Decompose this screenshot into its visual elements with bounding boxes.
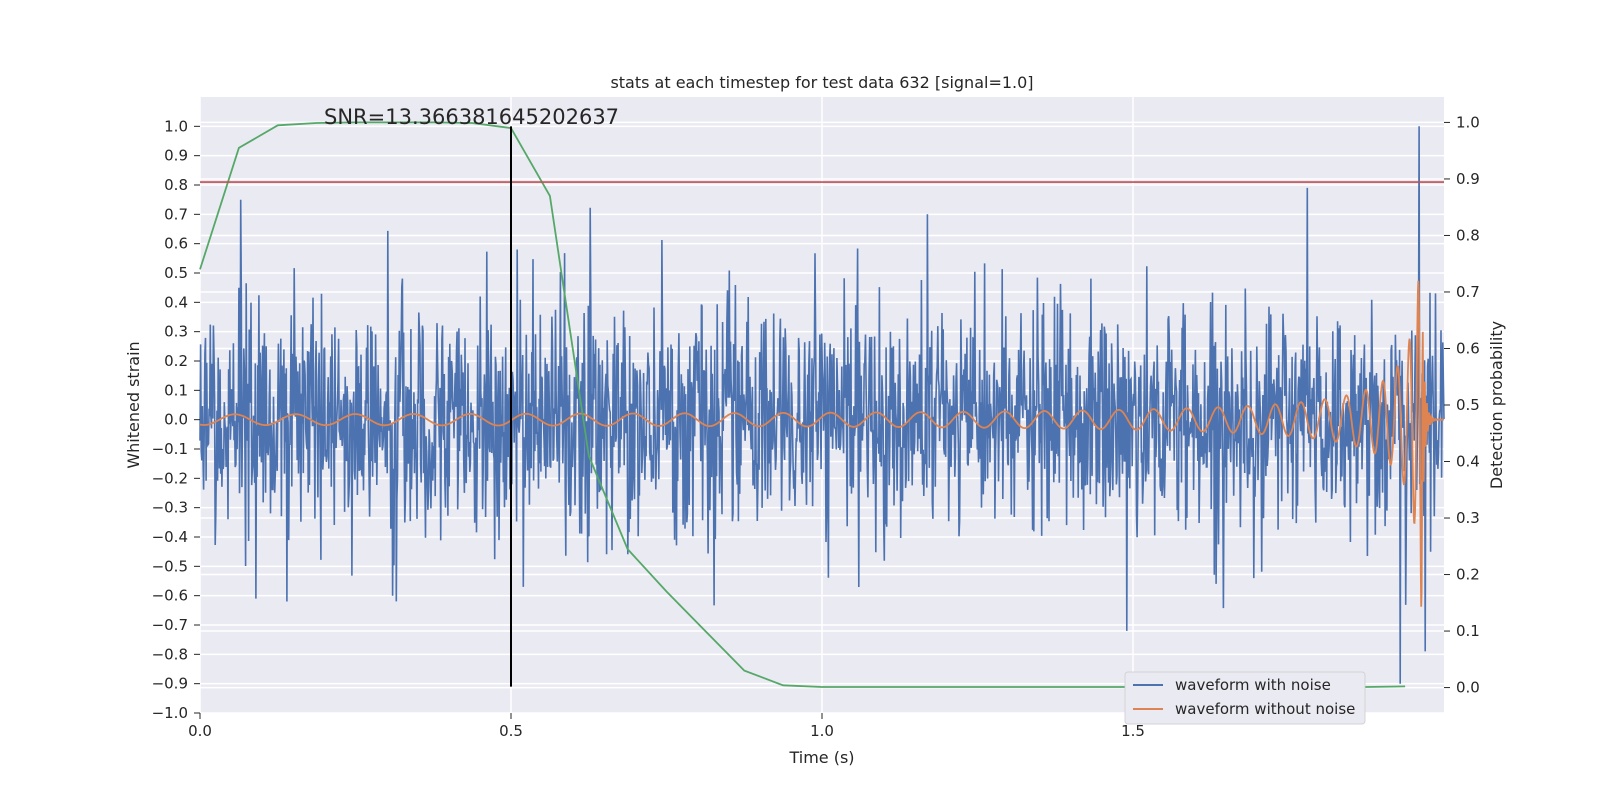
y-right-tick-label: 0.5 xyxy=(1456,396,1480,414)
snr-annotation: SNR=13.366381645202637 xyxy=(324,105,619,129)
y-tick-label: −0.5 xyxy=(152,557,188,575)
y-tick-label: 0.9 xyxy=(164,147,188,165)
y-tick-label: 0.7 xyxy=(164,205,188,223)
series-waveform-with-noise xyxy=(199,126,1445,684)
x-tick-label: 0.5 xyxy=(499,722,523,740)
y-axis-label: Whitened strain xyxy=(124,341,143,468)
y-tick-label: −0.8 xyxy=(152,645,188,663)
y-tick-label: 0.5 xyxy=(164,264,188,282)
legend: waveform with noise waveform without noi… xyxy=(1124,671,1366,725)
x-axis-label: Time (s) xyxy=(788,748,854,767)
y-right-tick-label: 0.9 xyxy=(1456,170,1480,188)
y-tick-label: 1.0 xyxy=(164,117,188,135)
y-tick-label: −0.2 xyxy=(152,469,188,487)
y-right-axis-label: Detection probability xyxy=(1487,321,1506,489)
y-tick-label: 0.2 xyxy=(164,352,188,370)
legend-box xyxy=(1124,671,1366,725)
y-right-tick-label: 0.6 xyxy=(1456,339,1480,357)
y-right-tick-label: 0.2 xyxy=(1456,566,1480,584)
y-tick-label: −0.1 xyxy=(152,440,188,458)
y-tick-label: 0.3 xyxy=(164,323,188,341)
y-tick-label: 0.0 xyxy=(164,411,188,429)
y-tick-label: −0.7 xyxy=(152,616,188,634)
y-tick-label: 0.8 xyxy=(164,176,188,194)
series-waveform-without-noise xyxy=(199,280,1445,607)
y-tick-label: −0.3 xyxy=(152,499,188,517)
y-tick-label: −0.6 xyxy=(152,587,188,605)
y-right-tick-label: 0.4 xyxy=(1456,453,1480,471)
x-tick-label: 1.0 xyxy=(810,722,834,740)
legend-label-noise: waveform with noise xyxy=(1175,676,1331,694)
y-tick-label: −1.0 xyxy=(152,704,188,722)
y-right-tick-label: 0.3 xyxy=(1456,509,1480,527)
y-right-tick-label: 0.8 xyxy=(1456,226,1480,244)
axes: 0.0 0.5 1.0 1.5 −1.0 −0.9 −0.8 −0.7 −0.6 −0.5 −0.4… xyxy=(152,113,1480,740)
y-tick-label: −0.4 xyxy=(152,528,188,546)
x-tick-label: 1.5 xyxy=(1121,722,1145,740)
y-tick-label: −0.9 xyxy=(152,675,188,693)
y-tick-label: 0.4 xyxy=(164,293,188,311)
y-tick-label: 0.1 xyxy=(164,381,188,399)
y-right-tick-label: 0.1 xyxy=(1456,622,1480,640)
reference-lines xyxy=(200,126,1444,687)
y-right-tick-label: 0.0 xyxy=(1456,679,1480,697)
x-tick-label: 0.0 xyxy=(188,722,212,740)
y-right-tick-label: 0.7 xyxy=(1456,283,1480,301)
y-right-tick-label: 1.0 xyxy=(1456,113,1480,131)
chart-title: stats at each timestep for test data 632… xyxy=(610,73,1033,92)
legend-label-clean: waveform without noise xyxy=(1175,700,1355,718)
grid xyxy=(199,97,1444,714)
y-tick-label: 0.6 xyxy=(164,235,188,253)
